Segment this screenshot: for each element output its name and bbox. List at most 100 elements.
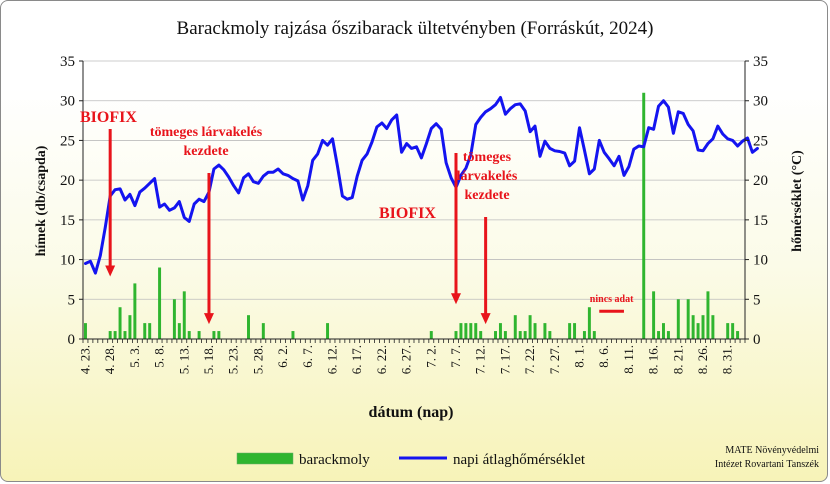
bar	[247, 315, 250, 339]
x-tick-label: 6. 22.	[374, 345, 389, 374]
annotation-biofix-1: BIOFIX	[80, 109, 137, 126]
x-tick-label: 6. 7.	[300, 345, 315, 368]
x-tick-label: 7. 22.	[522, 345, 537, 374]
bar	[731, 323, 735, 339]
bar	[568, 323, 572, 339]
bar	[212, 331, 216, 339]
bar	[197, 331, 201, 339]
x-tick-label: 7. 2.	[423, 345, 438, 368]
x-tick-label: 5. 18.	[201, 345, 216, 374]
bar	[523, 331, 527, 339]
bar	[128, 315, 132, 339]
y-axis-left-label: hímek (db/csapda)	[34, 145, 49, 256]
legend-label-bar: barackmoly	[299, 452, 370, 468]
y-tick-right: 0	[753, 332, 761, 348]
y-tick-right: 10	[753, 253, 768, 269]
legend: barackmoly napi átlaghőmérséklet	[236, 452, 586, 468]
bar	[711, 315, 715, 339]
legend-swatch-bar	[236, 452, 294, 465]
x-tick-label: 6. 12.	[324, 345, 339, 374]
bar	[573, 323, 577, 339]
bar	[642, 92, 646, 340]
x-axis-label: dátum (nap)	[369, 404, 454, 421]
y-tick-left: 5	[68, 292, 76, 308]
x-tick-label: 6. 17.	[349, 345, 364, 374]
bar	[464, 323, 468, 339]
y-tick-right: 25	[753, 133, 768, 149]
bar	[429, 331, 433, 339]
x-tick-label: 5. 28.	[250, 345, 265, 374]
x-tick-label: 8. 21.	[670, 345, 685, 374]
bar	[479, 331, 483, 339]
y-tick-left: 20	[60, 173, 75, 189]
bar	[701, 315, 705, 339]
bar	[696, 323, 700, 339]
chart-title: Barackmoly rajzása őszibarack ültetvényb…	[177, 18, 654, 39]
bar	[187, 331, 191, 339]
bar	[691, 315, 695, 339]
bar	[261, 323, 265, 339]
x-tick-label: 8. 26.	[695, 345, 710, 374]
bar	[726, 323, 730, 339]
bar	[123, 331, 127, 339]
y-tick-left: 0	[68, 332, 76, 348]
bar	[118, 307, 122, 339]
annotation-no-data: nincs adat	[590, 294, 634, 305]
bar	[148, 323, 152, 339]
bar	[172, 299, 176, 339]
bar	[143, 323, 147, 339]
bar	[518, 331, 522, 339]
x-tick-label: 7. 17.	[497, 345, 512, 374]
annotation-arrow-1-head	[105, 265, 116, 277]
y-tick-left: 35	[60, 54, 75, 70]
y-tick-left: 30	[60, 94, 75, 110]
bar	[498, 323, 502, 339]
bar	[469, 323, 473, 339]
y-axis-right-label: hőmérséklet (°C)	[790, 150, 805, 252]
legend-label-line: napi átlaghőmérséklet	[453, 452, 586, 468]
bar	[158, 267, 162, 339]
bar	[676, 299, 680, 339]
bar	[657, 331, 661, 339]
bar	[177, 323, 181, 339]
x-tick-label: 5. 23.	[226, 345, 241, 374]
x-tick-label: 7. 12.	[473, 345, 488, 374]
line-series	[84, 96, 759, 275]
bar	[83, 323, 87, 339]
bar	[662, 323, 665, 339]
x-tick-label: 4. 28.	[102, 345, 117, 374]
bar	[736, 331, 740, 339]
bar	[459, 323, 463, 339]
bar	[113, 331, 117, 339]
bar	[543, 323, 547, 339]
bar	[548, 331, 552, 339]
bar	[513, 315, 517, 339]
x-tick-label: 8. 16.	[646, 345, 661, 374]
bar	[587, 307, 591, 339]
x-tick-label: 5. 3.	[127, 345, 142, 368]
bar	[533, 323, 537, 339]
temperature-line	[84, 96, 759, 275]
credit-line-1: MATE Növényvédelmi	[725, 445, 819, 456]
y-tick-left: 10	[60, 253, 75, 269]
x-tick-label: 5. 8.	[152, 345, 167, 368]
bar	[528, 315, 532, 339]
bar	[652, 291, 656, 339]
annotation-arrow-4-head	[480, 313, 491, 325]
bar	[133, 283, 137, 339]
bar	[592, 331, 596, 339]
annotation-larva-1: tömeges lárvakelés	[150, 125, 263, 140]
bar	[182, 291, 186, 339]
x-tick-label: 8. 11.	[621, 345, 636, 374]
bar	[217, 331, 221, 339]
x-tick-label: 8. 6.	[596, 345, 611, 368]
annotation-biofix-2: BIOFIX	[379, 205, 436, 222]
y-tick-right: 20	[753, 173, 768, 189]
x-tick-label: 5. 13.	[176, 345, 191, 374]
annotation-arrow-2-head	[203, 313, 214, 325]
bar	[326, 323, 330, 339]
credit-line-2: Intézet Rovartani Tanszék	[715, 459, 819, 470]
annotation-larva-1: kezdete	[183, 144, 228, 159]
